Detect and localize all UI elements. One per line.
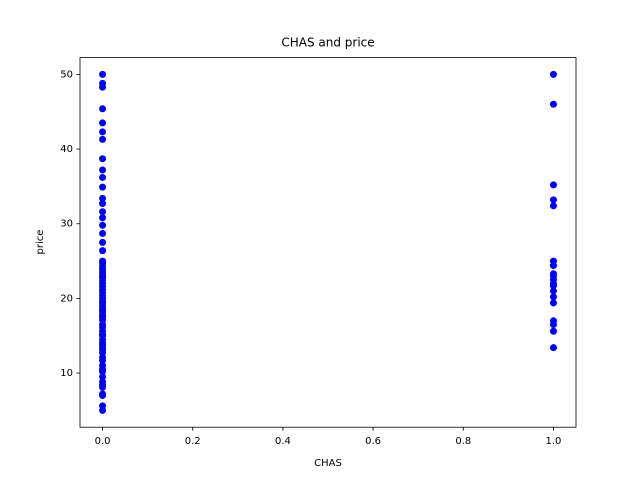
point [99, 155, 107, 163]
point [549, 321, 557, 329]
x-tick-label: 0.8 [455, 436, 471, 447]
point [99, 135, 107, 143]
point [99, 194, 107, 202]
point [549, 293, 557, 301]
point [549, 287, 557, 295]
point [549, 344, 557, 352]
point [99, 166, 107, 174]
point [99, 200, 107, 208]
point [99, 221, 107, 229]
point [99, 119, 107, 127]
point [99, 257, 107, 265]
point [549, 262, 557, 270]
point [549, 282, 557, 290]
x-axis-label: CHAS [314, 458, 342, 469]
point [99, 173, 107, 181]
point [99, 208, 107, 216]
y-tick-label: 30 [60, 219, 73, 230]
point [549, 327, 557, 335]
x-tick-label: 0.0 [95, 436, 111, 447]
point [99, 229, 107, 237]
point [549, 70, 557, 78]
point [549, 100, 557, 108]
y-tick-label: 10 [60, 368, 73, 379]
point [99, 79, 107, 87]
point [99, 128, 107, 136]
point [99, 402, 107, 410]
point [549, 196, 557, 204]
chart-title: CHAS and price [281, 36, 374, 50]
point [99, 70, 107, 78]
y-axis-label: price [35, 230, 46, 255]
point [549, 202, 557, 210]
point [99, 373, 107, 381]
x-tick-label: 0.4 [275, 436, 291, 447]
x-tick-label: 1.0 [546, 436, 562, 447]
point [99, 378, 107, 386]
x-tick-label: 0.6 [365, 436, 381, 447]
point [549, 299, 557, 307]
point [99, 214, 107, 222]
point [99, 105, 107, 113]
y-tick-label: 20 [60, 293, 73, 304]
point [99, 238, 107, 246]
point [549, 181, 557, 189]
point [99, 390, 107, 398]
y-tick-label: 40 [60, 144, 73, 155]
point [99, 247, 107, 255]
point [99, 183, 107, 191]
point [99, 362, 107, 370]
x-tick-label: 0.2 [185, 436, 201, 447]
y-tick-label: 50 [60, 69, 73, 80]
plot-frame [79, 57, 577, 428]
